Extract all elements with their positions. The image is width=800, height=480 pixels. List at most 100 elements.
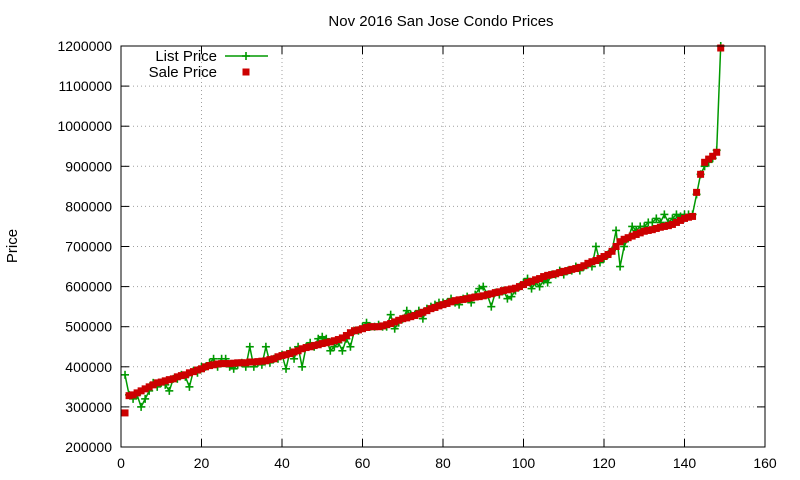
x-tick-label: 80 — [435, 455, 451, 471]
sale-price-point — [415, 310, 423, 318]
sale-price-point — [407, 313, 415, 321]
legend-marker — [242, 68, 250, 76]
sale-price-point — [491, 289, 499, 297]
sale-price-point — [544, 271, 552, 279]
sale-price-point — [169, 375, 177, 383]
y-tick-label: 200000 — [65, 439, 112, 455]
sale-price-point — [334, 336, 342, 344]
list-price-point — [660, 210, 669, 219]
legend-item: List Price — [155, 48, 268, 65]
sale-price-point — [338, 334, 346, 342]
sale-price-point — [608, 247, 616, 255]
legend-item: Sale Price — [149, 64, 250, 81]
sale-price-point — [395, 316, 403, 324]
x-tick-label: 160 — [753, 455, 777, 471]
sale-price-point — [564, 267, 572, 275]
sale-price-point — [266, 356, 274, 364]
sale-price-point — [652, 224, 660, 232]
sale-price-point — [198, 365, 205, 373]
series-sale-price — [121, 44, 725, 417]
sale-price-point — [503, 286, 511, 294]
list-price-point — [475, 284, 484, 293]
sale-price-point — [439, 301, 447, 309]
sale-price-point — [447, 298, 455, 306]
list-price-point — [245, 342, 254, 351]
sale-price-point — [576, 263, 584, 271]
sale-price-point — [242, 359, 250, 367]
list-price-point — [402, 306, 411, 315]
list-price-point — [165, 386, 174, 395]
x-tick-label: 100 — [512, 455, 536, 471]
sale-price-point — [515, 283, 523, 291]
sale-price-point — [705, 155, 713, 163]
y-tick-label: 300000 — [65, 399, 112, 415]
axis-ticks: 200000 300000 400000 500000 600000 700000 8000… — [57, 38, 776, 471]
sale-price-point — [568, 265, 576, 273]
sale-price-point — [511, 284, 519, 292]
sale-price-point — [701, 158, 709, 166]
sale-price-point — [262, 357, 270, 365]
sale-price-point — [375, 323, 383, 331]
sale-price-point — [592, 257, 600, 265]
list-price-point — [527, 284, 536, 293]
sale-price-point — [306, 343, 314, 351]
sale-price-point — [435, 302, 443, 310]
sale-price-point — [520, 281, 527, 289]
sale-price-point — [314, 341, 322, 349]
sale-price-point — [443, 299, 451, 307]
sale-price-point — [560, 267, 568, 275]
sale-price-point — [250, 358, 258, 366]
sale-price-point — [660, 222, 668, 230]
sale-price-point — [254, 358, 262, 366]
sale-price-point — [681, 214, 688, 222]
sale-price-point — [141, 385, 149, 393]
sale-price-point — [367, 323, 375, 331]
sale-price-point — [202, 363, 210, 371]
y-axis-label: Price — [4, 229, 21, 263]
sale-price-point — [354, 326, 362, 334]
sale-price-point — [230, 359, 238, 367]
sale-price-point — [342, 332, 350, 340]
sale-price-point — [668, 220, 676, 228]
sale-price-point — [499, 287, 507, 295]
sale-price-point — [214, 360, 222, 368]
sale-price-point — [387, 319, 395, 327]
sale-price-point — [636, 229, 644, 237]
sale-price-point — [298, 345, 306, 353]
sale-price-point — [717, 44, 725, 52]
x-tick-label: 20 — [194, 455, 210, 471]
list-price-point — [652, 214, 661, 223]
sale-price-point — [129, 391, 137, 399]
sale-price-point — [697, 170, 705, 178]
sale-price-point — [588, 258, 596, 266]
sale-price-point — [572, 265, 580, 273]
sale-price-point — [628, 232, 636, 240]
y-tick-label: 500000 — [65, 319, 112, 335]
sale-price-point — [532, 276, 540, 284]
sale-price-point — [185, 369, 193, 377]
sale-price-point — [206, 362, 214, 370]
sale-price-point — [137, 387, 145, 395]
sale-price-point — [483, 291, 491, 299]
sale-price-point — [326, 338, 334, 346]
sale-price-point — [330, 337, 338, 345]
chart-title: Nov 2016 San Jose Condo Prices — [328, 13, 553, 30]
series-list-price — [121, 42, 725, 411]
sale-price-point — [552, 270, 560, 278]
sale-price-point — [685, 213, 693, 221]
y-tick-label: 800000 — [65, 198, 112, 214]
list-price-point — [591, 242, 600, 251]
y-tick-label: 1100000 — [59, 78, 113, 94]
sale-price-point — [580, 262, 588, 270]
list-price-point — [282, 364, 291, 373]
y-tick-label: 700000 — [65, 239, 112, 255]
sale-price-point — [596, 255, 604, 263]
sale-price-point — [258, 357, 266, 365]
sale-price-point — [189, 368, 197, 376]
list-price-point — [318, 332, 327, 341]
list-price-point — [487, 302, 496, 311]
sale-price-point — [431, 303, 439, 311]
y-tick-label: 1000000 — [57, 118, 112, 134]
list-price-point — [612, 226, 621, 235]
